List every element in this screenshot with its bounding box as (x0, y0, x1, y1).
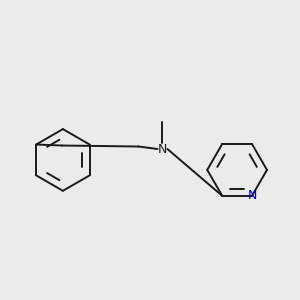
Text: N: N (158, 142, 167, 155)
Text: N: N (247, 189, 257, 202)
